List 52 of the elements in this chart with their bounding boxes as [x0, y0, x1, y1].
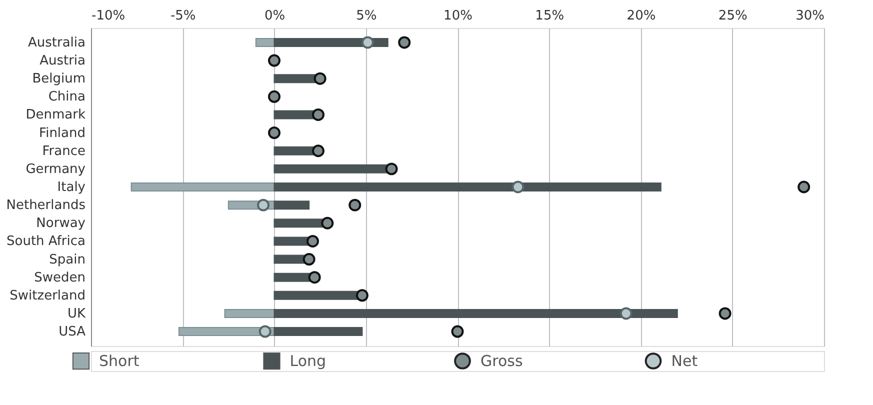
legend-label: Gross	[480, 352, 523, 370]
point	[620, 307, 632, 320]
x-tick-label: 20%	[626, 8, 656, 24]
point	[302, 253, 316, 266]
x-tick-label: -5%	[170, 8, 196, 24]
legend-label: Short	[99, 352, 140, 370]
x-tick-label: 5%	[356, 8, 377, 24]
y-tick-label: UK	[67, 306, 86, 322]
y-tick-label: France	[42, 144, 86, 159]
point	[361, 36, 374, 49]
point	[258, 325, 272, 338]
point	[312, 108, 324, 121]
point	[718, 307, 732, 320]
point	[306, 234, 319, 248]
x-tick-label: 10%	[444, 8, 472, 24]
legend-label: Long	[290, 352, 326, 370]
y-tick-label: South Africa	[6, 234, 86, 250]
point	[321, 216, 334, 230]
point	[268, 54, 280, 67]
x-tick-label: 0%	[264, 8, 286, 24]
point	[257, 198, 270, 212]
y-tick-label: Sweden	[34, 270, 86, 286]
y-tick-label: Norway	[36, 216, 86, 232]
point	[798, 180, 810, 194]
y-tick-label: Netherlands	[6, 198, 86, 214]
point	[314, 72, 326, 85]
point	[348, 198, 362, 212]
y-tick-label: USA	[58, 324, 86, 340]
x-tick-label: 15%	[535, 8, 564, 24]
y-tick-label: Austria	[40, 54, 86, 69]
y-tick-label: Finland	[39, 126, 86, 141]
point	[451, 325, 464, 338]
point	[356, 289, 368, 302]
y-tick-label: Italy	[57, 180, 86, 195]
y-tick-label: Belgium	[32, 72, 86, 87]
x-tick-label: 25%	[718, 8, 748, 24]
y-tick-label: Switzerland	[10, 288, 86, 304]
point	[512, 180, 524, 194]
y-tick-label: Spain	[49, 252, 86, 268]
y-tick-label: Denmark	[26, 108, 86, 123]
point	[312, 144, 324, 158]
point	[308, 271, 321, 284]
legend-label: Net	[671, 352, 698, 370]
x-tick-label: 30%	[796, 8, 824, 24]
y-tick-label: China	[48, 90, 86, 105]
point	[268, 126, 280, 140]
y-tick-label: Australia	[28, 35, 86, 50]
point	[385, 162, 398, 176]
point	[268, 90, 280, 103]
y-tick-label: Germany	[26, 162, 86, 177]
point	[398, 36, 411, 49]
x-tick-label: -10%	[92, 8, 126, 24]
